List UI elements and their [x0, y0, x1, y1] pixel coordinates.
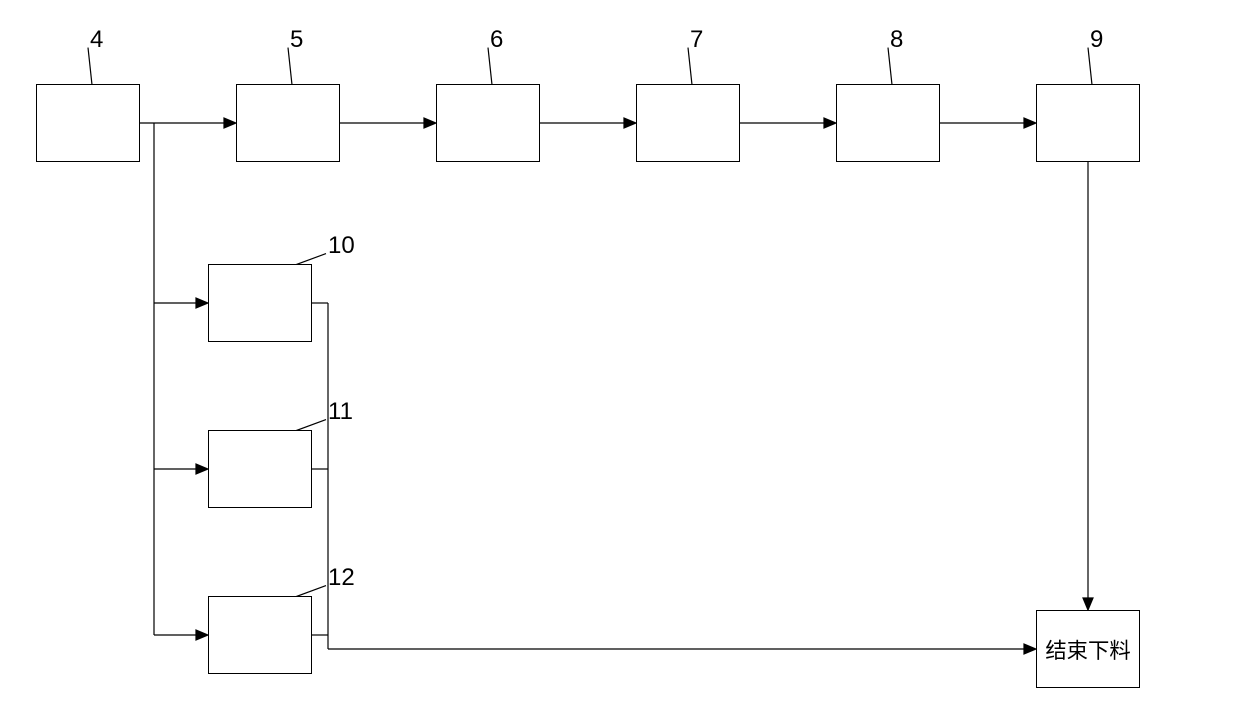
- node-b7: [636, 84, 740, 162]
- label-l10: 10: [328, 232, 355, 260]
- node-b6: [436, 84, 540, 162]
- node-end: 结束下料: [1036, 610, 1140, 688]
- label-l12: 12: [328, 564, 355, 592]
- label-l11: 11: [328, 398, 353, 426]
- node-b12: [208, 596, 312, 674]
- label-l5: 5: [290, 26, 303, 54]
- node-b9: [1036, 84, 1140, 162]
- label-l4: 4: [90, 26, 103, 54]
- label-l9: 9: [1090, 26, 1103, 54]
- node-b11: [208, 430, 312, 508]
- node-b8: [836, 84, 940, 162]
- node-end-text: 结束下料: [1045, 634, 1130, 665]
- diagram-stage: 结束下料 4 5 6 7 8 9 10 11 12: [0, 0, 1240, 728]
- label-l8: 8: [890, 26, 903, 54]
- node-b10: [208, 264, 312, 342]
- node-b4: [36, 84, 140, 162]
- label-l7: 7: [690, 26, 703, 54]
- node-b5: [236, 84, 340, 162]
- label-l6: 6: [490, 26, 503, 54]
